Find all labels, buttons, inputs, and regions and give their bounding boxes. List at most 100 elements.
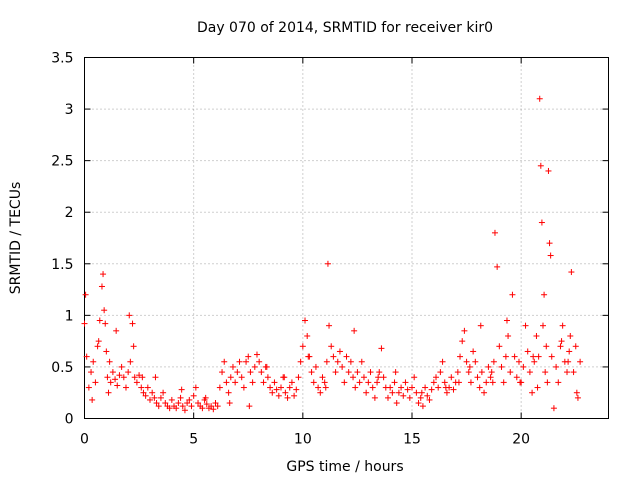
data-point bbox=[550, 405, 557, 412]
data-point bbox=[570, 369, 577, 376]
data-point bbox=[534, 384, 541, 391]
data-point bbox=[515, 358, 522, 365]
data-point bbox=[129, 320, 136, 327]
data-point bbox=[326, 322, 333, 329]
data-point bbox=[352, 384, 359, 391]
data-point bbox=[347, 358, 354, 365]
data-point bbox=[507, 369, 514, 376]
data-point bbox=[565, 358, 572, 365]
data-point bbox=[264, 374, 271, 381]
data-point bbox=[267, 384, 274, 391]
data-point bbox=[142, 392, 149, 399]
y-tick-label: 1.5 bbox=[51, 257, 73, 273]
data-point bbox=[221, 358, 228, 365]
data-point bbox=[441, 379, 448, 386]
data-point bbox=[428, 386, 435, 393]
data-point bbox=[157, 394, 164, 401]
data-point bbox=[505, 332, 512, 339]
tick-labels: 0 5 10 15 20 0 0.5 1 1.5 2 2.5 3 3.5 bbox=[51, 51, 530, 448]
data-point bbox=[533, 332, 540, 339]
data-point bbox=[114, 382, 121, 389]
data-point bbox=[236, 358, 243, 365]
data-point bbox=[190, 392, 197, 399]
data-point bbox=[467, 379, 474, 386]
data-point bbox=[439, 358, 446, 365]
data-point bbox=[529, 389, 536, 396]
data-point bbox=[130, 343, 137, 350]
data-point bbox=[184, 400, 191, 407]
x-tick-label: 15 bbox=[403, 432, 421, 448]
data-point bbox=[238, 374, 245, 381]
data-point bbox=[345, 369, 352, 376]
data-point bbox=[402, 379, 409, 386]
data-point bbox=[105, 389, 112, 396]
data-point bbox=[498, 363, 505, 370]
data-point bbox=[85, 384, 92, 391]
axis-ticks bbox=[84, 57, 609, 419]
data-point bbox=[503, 317, 510, 324]
data-point bbox=[247, 369, 254, 376]
data-point bbox=[543, 343, 550, 350]
data-point bbox=[496, 343, 503, 350]
data-point bbox=[393, 400, 400, 407]
data-point bbox=[295, 374, 302, 381]
data-point bbox=[139, 374, 146, 381]
data-point bbox=[336, 348, 343, 355]
data-point bbox=[324, 260, 331, 267]
data-point bbox=[511, 353, 518, 360]
data-point bbox=[226, 400, 233, 407]
data-point bbox=[450, 386, 457, 393]
data-point bbox=[531, 358, 538, 365]
y-tick-label: 1 bbox=[65, 308, 74, 324]
data-point bbox=[188, 403, 195, 410]
data-point bbox=[459, 338, 466, 345]
data-point bbox=[100, 271, 107, 278]
data-point bbox=[474, 374, 481, 381]
data-point bbox=[351, 327, 358, 334]
data-point bbox=[113, 327, 120, 334]
data-point bbox=[415, 400, 422, 407]
data-point bbox=[286, 384, 293, 391]
data-point bbox=[443, 389, 450, 396]
data-point bbox=[83, 353, 90, 360]
data-point bbox=[177, 394, 184, 401]
data-point bbox=[354, 369, 361, 376]
data-point bbox=[400, 392, 407, 399]
data-point bbox=[178, 386, 185, 393]
data-point bbox=[555, 379, 562, 386]
data-point bbox=[538, 219, 545, 226]
data-point bbox=[251, 363, 258, 370]
data-point bbox=[545, 167, 552, 174]
data-point bbox=[553, 363, 560, 370]
data-point bbox=[494, 263, 501, 270]
y-axis-label: SRMTID / TECUs bbox=[8, 182, 24, 295]
data-point bbox=[116, 372, 123, 379]
data-point bbox=[365, 379, 372, 386]
data-point bbox=[319, 374, 326, 381]
data-point bbox=[168, 396, 175, 403]
data-point bbox=[417, 394, 424, 401]
data-point bbox=[153, 400, 160, 407]
data-point bbox=[112, 376, 119, 383]
data-point bbox=[284, 394, 291, 401]
y-tick-label: 0.5 bbox=[51, 360, 73, 376]
data-point bbox=[98, 283, 105, 290]
data-point bbox=[487, 374, 494, 381]
data-point bbox=[540, 322, 546, 329]
data-point bbox=[448, 374, 455, 381]
data-point bbox=[136, 372, 143, 379]
data-point bbox=[481, 389, 488, 396]
data-points bbox=[81, 95, 584, 414]
data-point bbox=[107, 379, 114, 386]
data-point bbox=[179, 403, 186, 410]
data-point bbox=[260, 379, 267, 386]
data-point bbox=[271, 379, 278, 386]
data-point bbox=[147, 396, 153, 403]
data-point bbox=[478, 369, 485, 376]
data-point bbox=[101, 307, 108, 314]
data-point bbox=[181, 407, 188, 414]
data-point bbox=[140, 389, 147, 396]
y-tick-label: 0 bbox=[65, 412, 74, 428]
data-point bbox=[424, 392, 431, 399]
